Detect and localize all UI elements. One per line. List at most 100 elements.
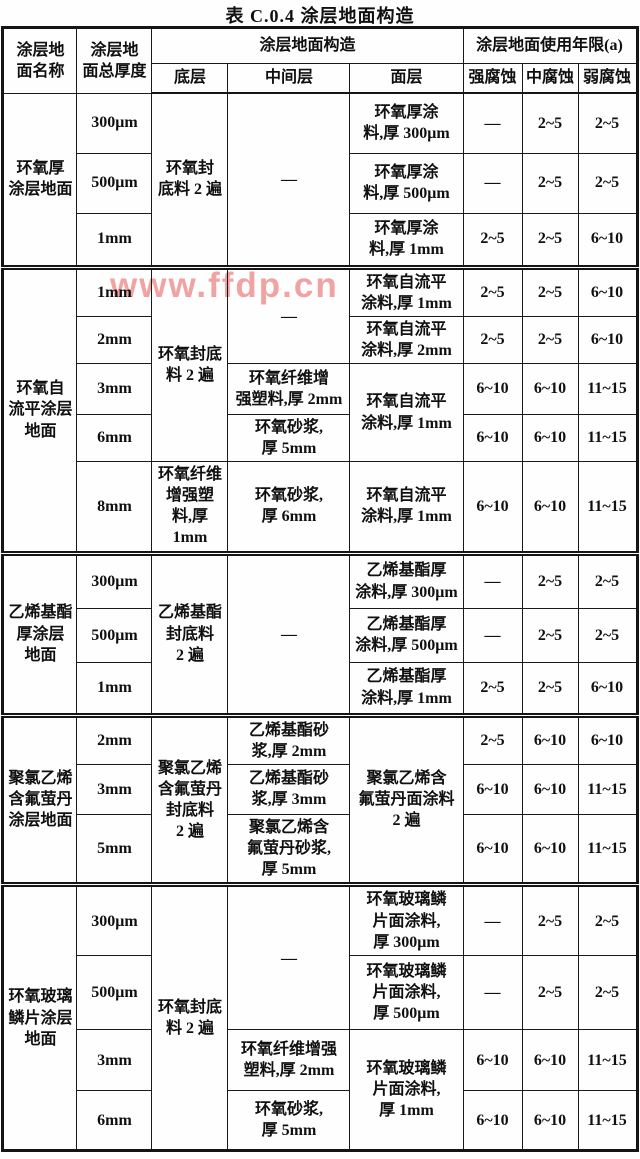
cell-life-strong: 2~5 [462, 212, 523, 268]
cell-life-weak: 11~15 [577, 413, 638, 463]
cell-middle-layer: — [227, 264, 351, 364]
table-row: 环氧自 流平涂层 地面 1mm 环氧封底 料 2 遍 — 环氧自流平 涂料,厚 … [2, 264, 638, 554]
cell-bottom-layer: 环氧纤维 增强塑 料,厚 1mm [151, 461, 229, 554]
cell-life-weak: 2~5 [577, 92, 638, 154]
cell-total-thickness: 6mm [76, 413, 153, 463]
cell-life-weak: 11~15 [577, 813, 638, 886]
cell-middle-layer: 环氧砂浆, 厚 5mm [227, 413, 351, 463]
header-top-layer: 面层 [349, 63, 464, 94]
header-strong-corrosion: 强腐蚀 [462, 63, 523, 94]
cell-life-strong: — [462, 92, 523, 154]
table-row: 500μm 环氧玻璃鳞 片面涂料, 厚 500μm — 2~5 2~5 [3, 955, 638, 1031]
cell-life-medium: 2~5 [521, 92, 579, 154]
cell-total-thickness: 3mm [76, 1029, 153, 1092]
cell-middle-layer: — [227, 550, 351, 716]
cell-life-strong: 6~10 [462, 763, 523, 815]
cell-life-strong: 2~5 [462, 264, 523, 317]
cell-top-layer: 环氧自流平 涂料,厚 2mm [349, 315, 464, 364]
cell-total-thickness: 500μm [76, 955, 153, 1031]
coating-floor-construction-table: 涂层地 面名称 涂层地 面总厚度 涂层地面构造 涂层地面使用年限(a) 底层 中… [1, 26, 639, 1153]
cell-life-medium: 2~5 [521, 882, 579, 957]
table-row: 2mm 环氧自流平 涂料,厚 2mm 2~5 2~5 6~10 [3, 315, 638, 364]
cell-life-weak: 11~15 [577, 362, 638, 415]
table-row: 3mm 环氧纤维增 强塑料,厚 2mm 环氧自流平 涂料,厚 1mm 6~10 … [3, 362, 638, 463]
cell-middle-layer: 环氧纤维增 强塑料,厚 2mm [227, 362, 351, 415]
table-row: 1mm 环氧厚涂 料,厚 1mm 2~5 2~5 6~10 [3, 212, 638, 268]
cell-life-weak: 2~5 [577, 955, 638, 1031]
cell-life-weak: 11~15 [577, 1090, 638, 1152]
cell-top-layer: 环氧厚涂 料,厚 500μm [349, 152, 464, 214]
cell-life-medium: 6~10 [521, 813, 579, 886]
cell-total-thickness: 2mm [76, 315, 153, 364]
cell-life-weak: 6~10 [577, 264, 638, 317]
cell-life-strong: 6~10 [462, 362, 523, 415]
header-row-sub: 底层 中间层 面层 强腐蚀 中腐蚀 弱腐蚀 [3, 63, 638, 94]
cell-life-weak: 6~10 [577, 315, 638, 364]
cell-life-medium: 6~10 [521, 763, 579, 815]
cell-life-weak: 2~5 [577, 882, 638, 957]
cell-life-medium: 2~5 [521, 264, 579, 317]
cell-life-strong: 2~5 [462, 315, 523, 364]
header-group-construction: 涂层地面构造 [151, 27, 464, 64]
cell-total-thickness: 5mm [76, 813, 153, 886]
table-row: 环氧厚 涂层地面 300μm 环氧封 底料 2 遍 — 环氧厚涂 料,厚 300… [2, 92, 638, 268]
cell-life-weak: 2~5 [577, 607, 638, 663]
cell-life-strong: — [462, 152, 523, 214]
header-weak-corrosion: 弱腐蚀 [577, 63, 638, 94]
cell-life-medium: 2~5 [521, 607, 579, 663]
cell-life-weak: 11~15 [577, 1029, 638, 1092]
cell-bottom-layer: 乙烯基酯 封底料 2 遍 [151, 550, 229, 716]
cell-life-weak: 2~5 [577, 152, 638, 214]
cell-total-thickness: 1mm [76, 264, 153, 317]
cell-middle-layer: 聚氯乙烯含 氟萤丹砂浆, 厚 5mm [227, 813, 351, 886]
cell-life-weak: 6~10 [577, 661, 638, 716]
cell-life-medium: 6~10 [521, 712, 579, 765]
cell-life-medium: 2~5 [521, 212, 579, 268]
cell-total-thickness: 500μm [76, 152, 153, 214]
cell-life-strong: 6~10 [462, 1029, 523, 1092]
cell-total-thickness: 300μm [76, 92, 153, 154]
cell-top-layer: 乙烯基酯厚 涂料,厚 300μm [349, 550, 464, 609]
cell-life-medium: 6~10 [521, 413, 579, 463]
cell-top-layer: 环氧自流平 涂料,厚 1mm [349, 362, 464, 463]
cell-life-strong: 6~10 [462, 461, 523, 554]
cell-middle-layer: 环氧砂浆, 厚 6mm [227, 461, 351, 554]
cell-middle-layer: 乙烯基酯砂 浆,厚 3mm [227, 763, 351, 815]
cell-bottom-layer: 环氧封底 料 2 遍 [151, 264, 229, 463]
cell-total-thickness: 8mm [76, 461, 153, 554]
table-row: 环氧玻璃 鳞片涂层 地面 300μm 环氧封底 料 2 遍 — 环氧玻璃鳞 片面… [2, 882, 638, 1152]
cell-life-weak: 11~15 [577, 461, 638, 554]
cell-life-strong: — [462, 550, 523, 609]
header-row-groups: 涂层地 面名称 涂层地 面总厚度 涂层地面构造 涂层地面使用年限(a) [2, 27, 638, 94]
cell-bottom-layer: 环氧封 底料 2 遍 [151, 92, 229, 268]
cell-floor-name: 聚氯乙烯 含氟萤丹 涂层地面 [2, 712, 78, 886]
header-total-thickness: 涂层地 面总厚度 [76, 27, 153, 94]
cell-life-medium: 6~10 [521, 1090, 579, 1152]
cell-top-layer: 环氧玻璃鳞 片面涂料, 厚 300μm [349, 882, 464, 957]
cell-floor-name: 环氧玻璃 鳞片涂层 地面 [2, 882, 78, 1152]
cell-life-strong: — [462, 955, 523, 1031]
cell-total-thickness: 300μm [76, 882, 153, 957]
cell-life-weak: 2~5 [577, 550, 638, 609]
table-row: 8mm 环氧纤维 增强塑 料,厚 1mm 环氧砂浆, 厚 6mm 环氧自流平 涂… [3, 461, 638, 554]
cell-top-layer: 聚氯乙烯含 氟萤丹面涂料 2 遍 [349, 712, 464, 886]
cell-middle-layer: — [227, 882, 351, 1031]
cell-life-medium: 2~5 [521, 152, 579, 214]
cell-life-medium: 2~5 [521, 550, 579, 609]
cell-life-medium: 2~5 [521, 315, 579, 364]
table-row: 乙烯基酯 厚涂层 地面 300μm 乙烯基酯 封底料 2 遍 — 乙烯基酯厚 涂… [2, 550, 638, 716]
cell-bottom-layer: 环氧封底 料 2 遍 [151, 882, 229, 1152]
cell-life-strong: — [462, 882, 523, 957]
cell-floor-name: 乙烯基酯 厚涂层 地面 [2, 550, 78, 716]
cell-life-medium: 2~5 [521, 955, 579, 1031]
cell-life-medium: 6~10 [521, 362, 579, 415]
cell-top-layer: 环氧厚涂 料,厚 1mm [349, 212, 464, 268]
cell-life-strong: 2~5 [462, 712, 523, 765]
cell-life-strong: 6~10 [462, 813, 523, 886]
cell-top-layer: 环氧自流平 涂料,厚 1mm [349, 264, 464, 317]
cell-top-layer: 环氧自流平 涂料,厚 1mm [349, 461, 464, 554]
table-row: 3mm 乙烯基酯砂 浆,厚 3mm 6~10 6~10 11~15 [3, 763, 638, 815]
cell-total-thickness: 6mm [76, 1090, 153, 1152]
header-group-service-life: 涂层地面使用年限(a) [462, 27, 638, 64]
table-row: 1mm 乙烯基酯厚 涂料,厚 1mm 2~5 2~5 6~10 [3, 661, 638, 716]
